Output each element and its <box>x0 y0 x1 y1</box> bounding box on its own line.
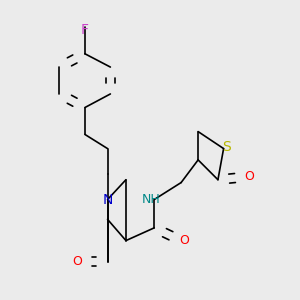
Text: O: O <box>180 234 190 247</box>
Text: O: O <box>245 170 255 183</box>
Text: N: N <box>102 193 113 206</box>
Text: S: S <box>223 140 231 154</box>
Text: F: F <box>81 23 89 37</box>
Text: O: O <box>72 255 82 268</box>
Text: NH: NH <box>142 193 160 206</box>
